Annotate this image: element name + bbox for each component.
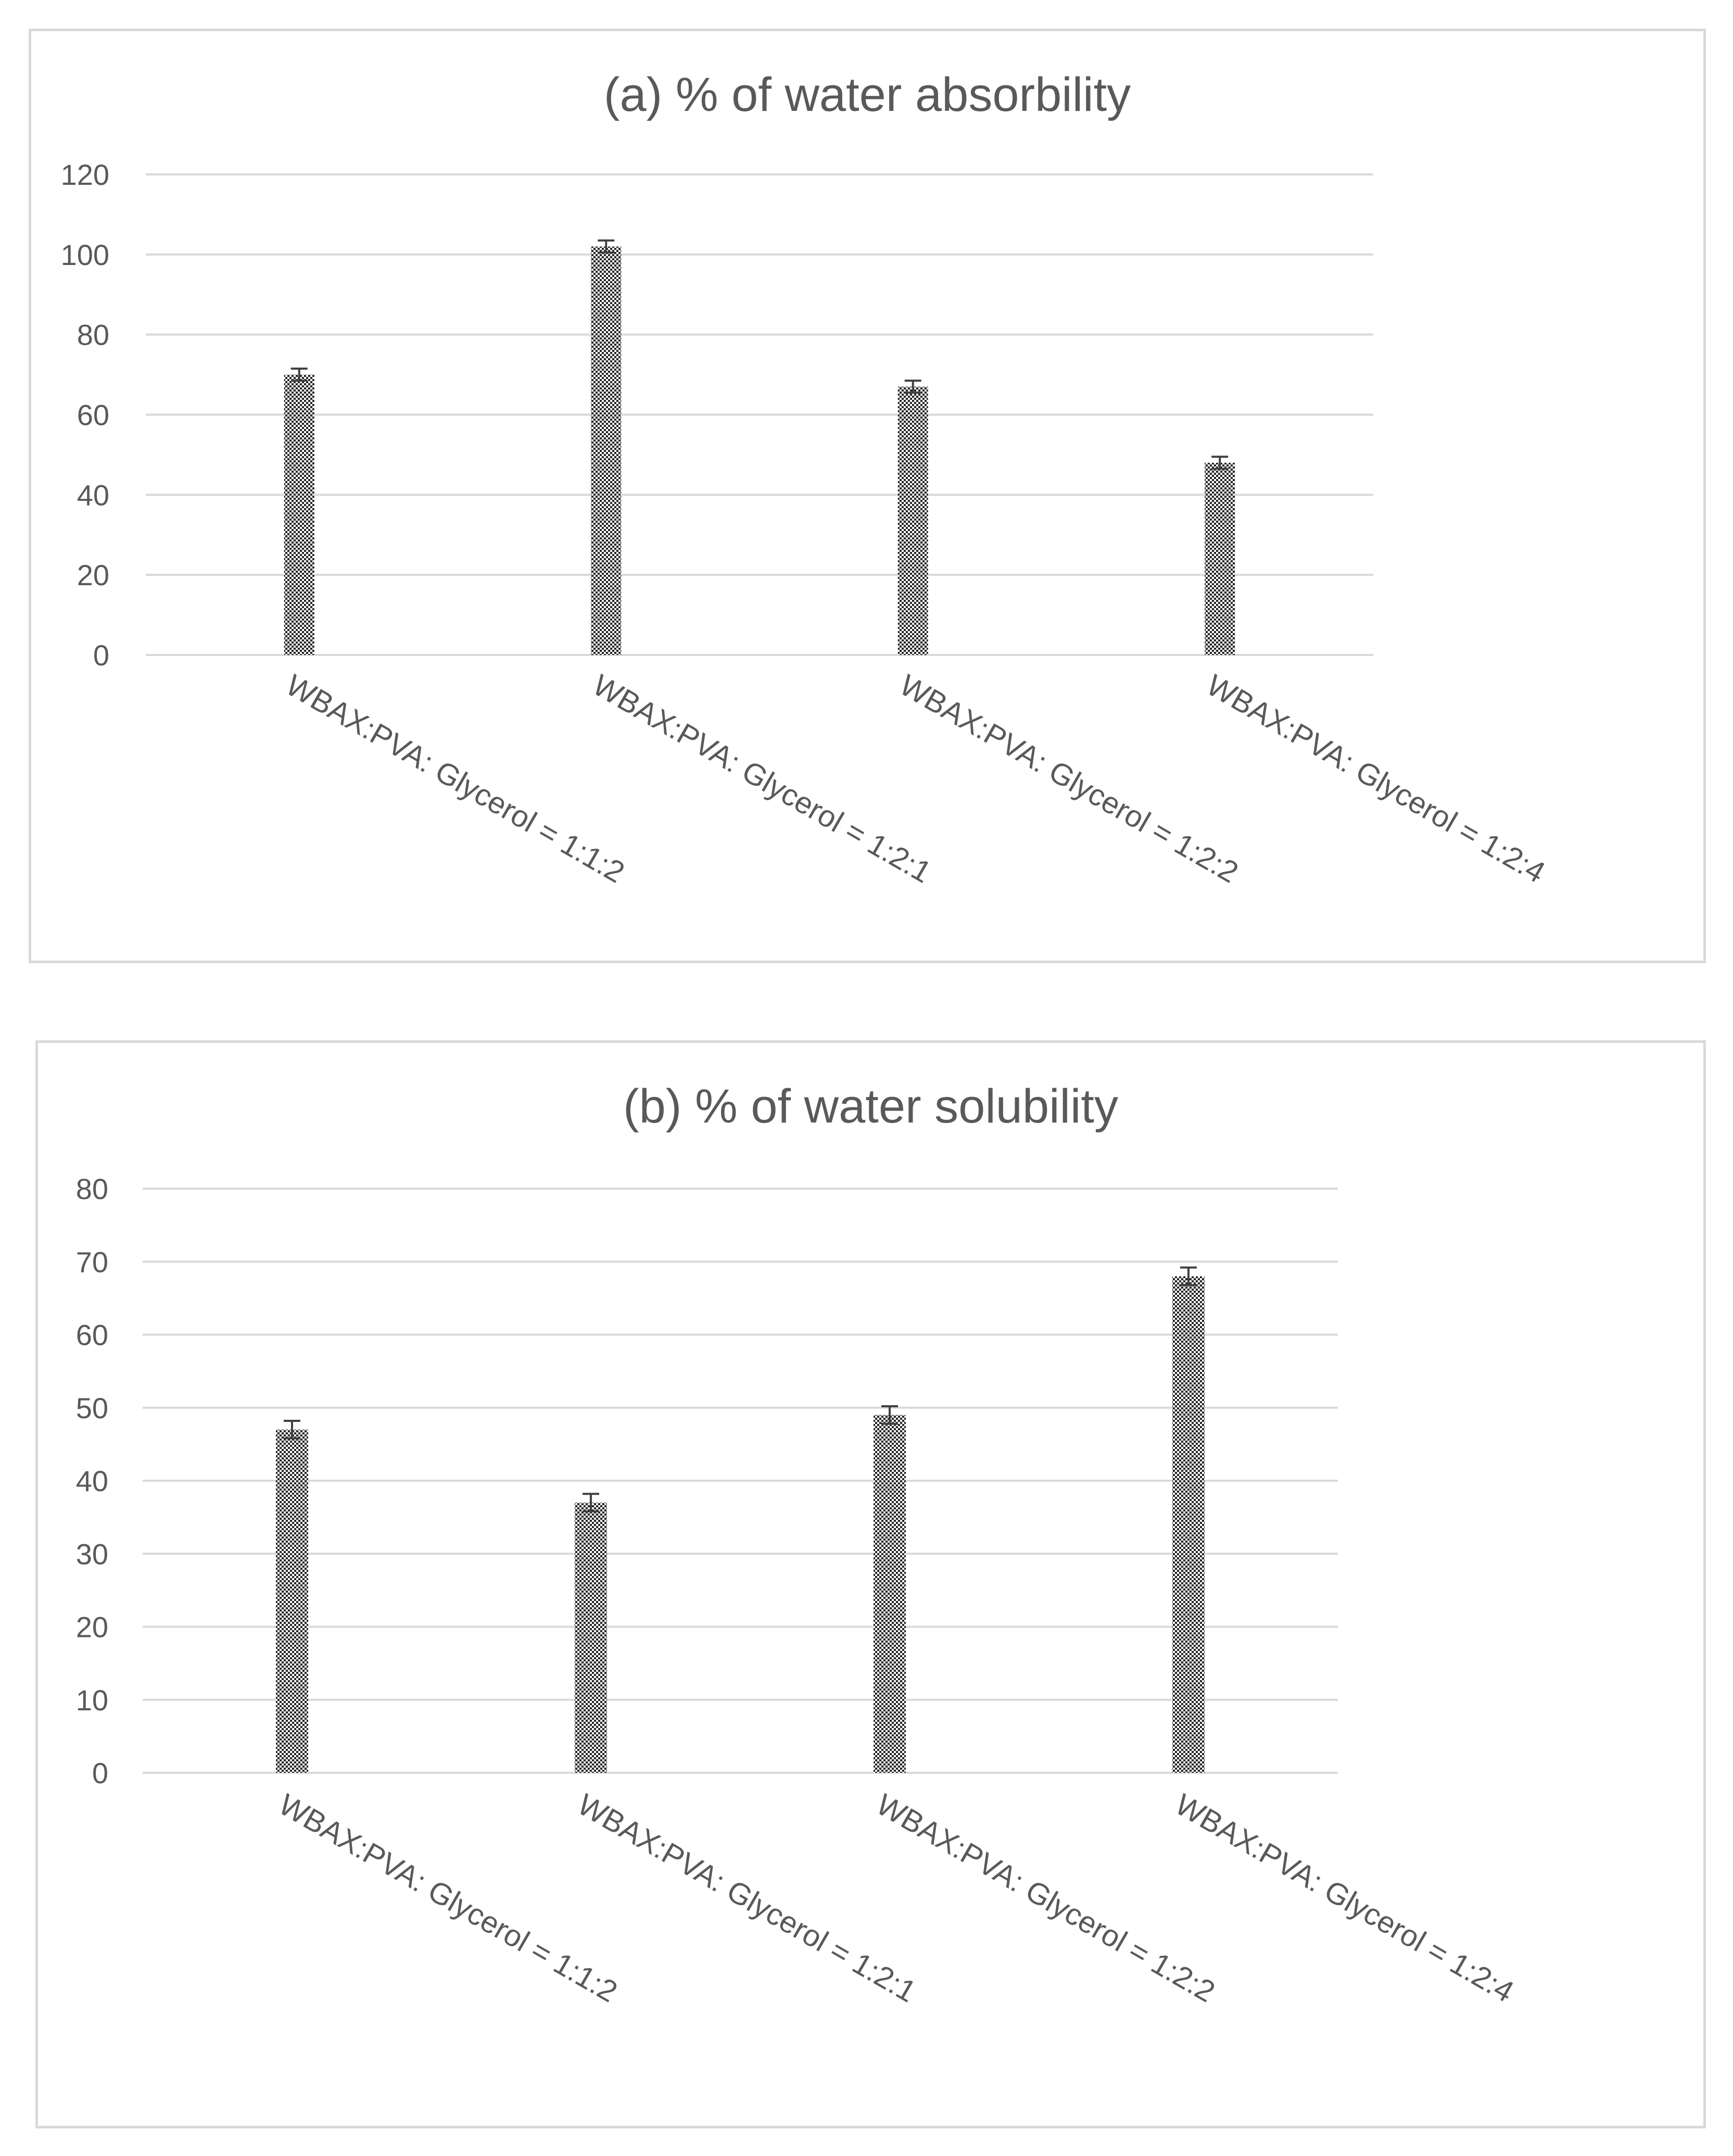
y-tick-label: 0 <box>93 639 109 672</box>
y-tick-label: 40 <box>77 478 109 511</box>
y-tick-label: 20 <box>77 559 109 591</box>
y-tick-label: 80 <box>76 1172 108 1205</box>
x-category-label: WBAX:PVA: Glycerol = 1:2:1 <box>572 1787 922 2009</box>
y-tick-label: 60 <box>76 1319 108 1352</box>
error-bar <box>583 1493 599 1512</box>
x-category-label: WBAX:PVA: Glycerol = 1:2:4 <box>1201 668 1551 890</box>
x-category-label: WBAX:PVA: Glycerol = 1:2:1 <box>587 668 937 890</box>
chart-title: (a) % of water absorbility <box>603 68 1131 121</box>
bar <box>897 386 928 655</box>
error-bar <box>881 1405 898 1425</box>
chart-panel-b: (b) % of water solubility 0 10 20 30 40 50 60 7… <box>35 1040 1706 2128</box>
y-tick-label: 40 <box>76 1465 108 1497</box>
bar <box>276 1429 308 1773</box>
x-category-label: WBAX:PVA: Glycerol = 1:1:2 <box>273 1787 623 2009</box>
bar <box>591 246 622 655</box>
bar <box>284 374 314 655</box>
error-bar <box>284 1419 300 1440</box>
y-tick-label: 0 <box>92 1757 108 1789</box>
y-tick-label: 120 <box>61 158 109 191</box>
x-category-label: WBAX:PVA: Glycerol = 1:1:2 <box>280 668 630 890</box>
bar <box>1172 1276 1205 1773</box>
error-bar <box>1211 456 1229 470</box>
y-tick-label: 60 <box>77 399 109 432</box>
y-tick-label: 30 <box>76 1537 108 1570</box>
y-tick-label: 70 <box>76 1245 108 1278</box>
y-tick-label: 100 <box>61 238 109 271</box>
x-category-label: WBAX:PVA: Glycerol = 1:2:2 <box>894 668 1244 890</box>
chart-plot-a: 0 20 40 60 80 100 120 WBAX:PVA: Glycerol = 1:1:… <box>61 158 1551 890</box>
error-bar <box>290 368 308 382</box>
chart-plot-b: 0 10 20 30 40 50 60 70 80 WBAX:PVA: Glycerol = 1:… <box>76 1172 1520 2009</box>
error-bar <box>598 239 615 254</box>
error-bar <box>1180 1266 1197 1287</box>
y-tick-label: 80 <box>77 319 109 351</box>
bar <box>1205 462 1235 655</box>
chart-title: (b) % of water solubility <box>623 1080 1118 1133</box>
y-tick-label: 10 <box>76 1684 108 1717</box>
bar <box>874 1415 906 1773</box>
x-category-label: WBAX:PVA: Glycerol = 1:2:4 <box>1170 1787 1520 2009</box>
y-tick-label: 50 <box>76 1392 108 1424</box>
bar <box>575 1503 607 1773</box>
x-category-label: WBAX:PVA: Glycerol = 1:2:2 <box>871 1787 1221 2009</box>
y-tick-label: 20 <box>76 1611 108 1644</box>
error-bar <box>904 380 921 394</box>
chart-panel-a: (a) % of water absorbility 0 20 40 60 80 100 1… <box>29 29 1706 963</box>
